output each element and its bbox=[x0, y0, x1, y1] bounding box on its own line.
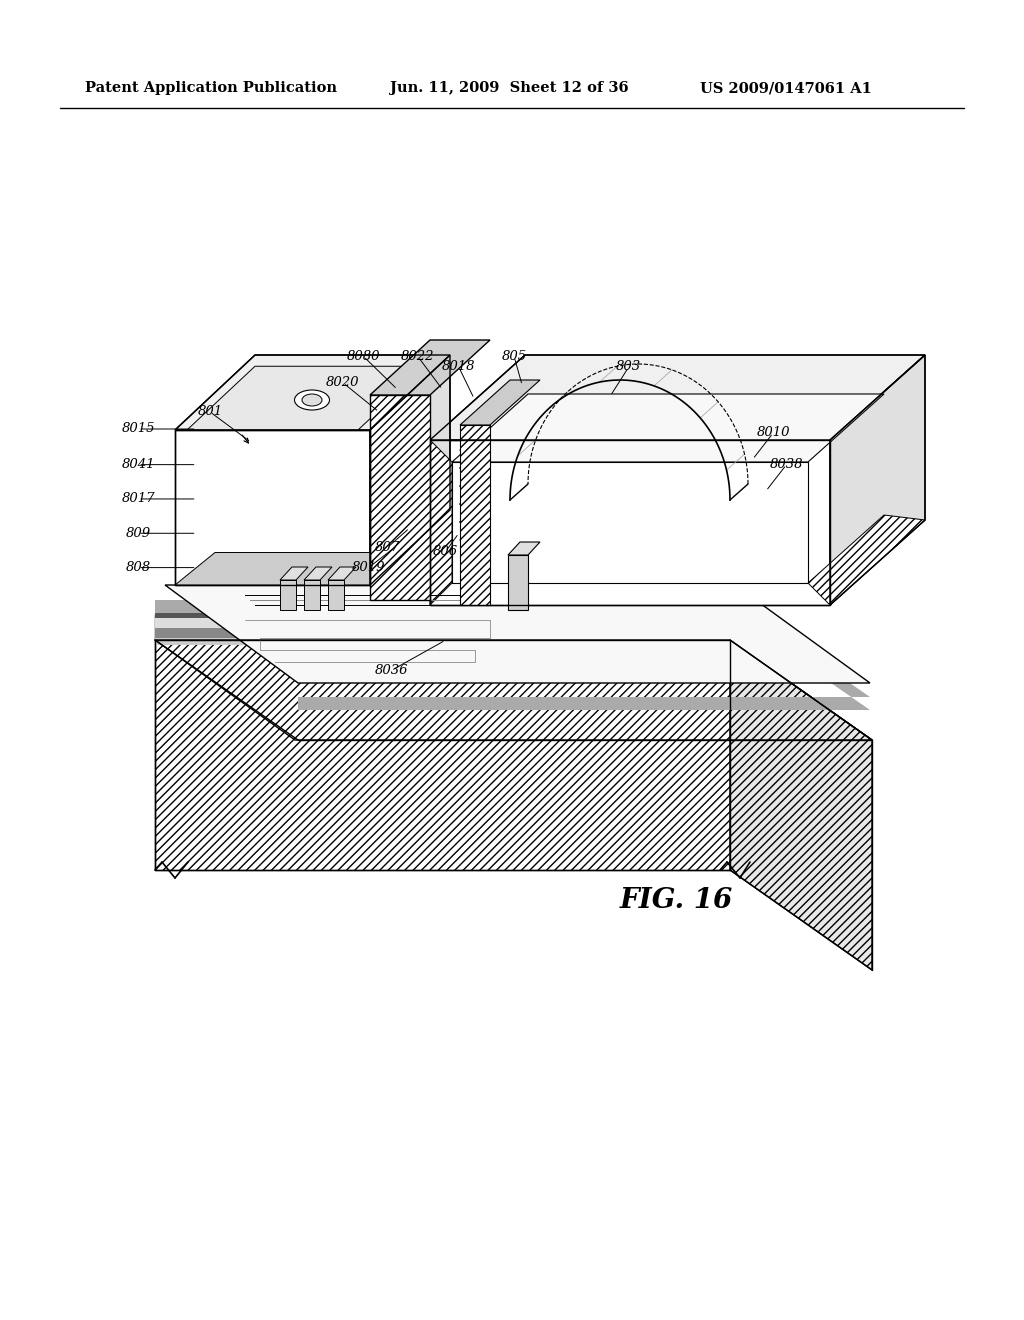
Polygon shape bbox=[508, 543, 540, 554]
Polygon shape bbox=[304, 568, 332, 579]
Polygon shape bbox=[430, 440, 830, 605]
Polygon shape bbox=[155, 640, 872, 741]
Text: 8080: 8080 bbox=[347, 350, 380, 363]
Polygon shape bbox=[175, 430, 370, 585]
Polygon shape bbox=[175, 553, 410, 585]
Polygon shape bbox=[155, 632, 730, 640]
Text: 805: 805 bbox=[502, 350, 526, 363]
Text: 8019: 8019 bbox=[352, 561, 385, 574]
Polygon shape bbox=[165, 612, 735, 624]
Text: Patent Application Publication: Patent Application Publication bbox=[85, 81, 337, 95]
Polygon shape bbox=[370, 355, 450, 585]
Polygon shape bbox=[155, 612, 730, 618]
Polygon shape bbox=[830, 355, 925, 605]
Polygon shape bbox=[328, 579, 344, 610]
Polygon shape bbox=[460, 380, 540, 425]
Text: 8041: 8041 bbox=[122, 458, 155, 471]
Polygon shape bbox=[304, 579, 319, 610]
Polygon shape bbox=[370, 341, 490, 395]
Polygon shape bbox=[430, 355, 925, 440]
Polygon shape bbox=[370, 395, 430, 601]
Polygon shape bbox=[175, 355, 450, 430]
Polygon shape bbox=[165, 585, 870, 682]
Ellipse shape bbox=[302, 393, 322, 407]
Text: 8036: 8036 bbox=[375, 664, 408, 677]
Text: 8020: 8020 bbox=[327, 376, 359, 389]
Polygon shape bbox=[155, 624, 730, 632]
Polygon shape bbox=[155, 640, 730, 870]
Polygon shape bbox=[430, 440, 452, 605]
Text: 809: 809 bbox=[126, 527, 151, 540]
Polygon shape bbox=[280, 579, 296, 610]
Polygon shape bbox=[155, 618, 730, 628]
Text: 801: 801 bbox=[198, 405, 222, 418]
Text: US 2009/0147061 A1: US 2009/0147061 A1 bbox=[700, 81, 871, 95]
Text: 806: 806 bbox=[433, 545, 458, 558]
Polygon shape bbox=[452, 393, 884, 462]
Text: 8010: 8010 bbox=[757, 426, 790, 440]
Text: 808: 808 bbox=[126, 561, 151, 574]
Polygon shape bbox=[508, 554, 528, 610]
Text: 8018: 8018 bbox=[442, 360, 475, 374]
Text: FIG. 16: FIG. 16 bbox=[620, 887, 733, 913]
Text: 8038: 8038 bbox=[770, 458, 803, 471]
Polygon shape bbox=[165, 624, 735, 635]
Polygon shape bbox=[187, 366, 426, 430]
Text: 803: 803 bbox=[616, 360, 641, 374]
Polygon shape bbox=[155, 612, 735, 640]
Polygon shape bbox=[328, 568, 356, 579]
Polygon shape bbox=[155, 615, 730, 624]
Text: Jun. 11, 2009  Sheet 12 of 36: Jun. 11, 2009 Sheet 12 of 36 bbox=[390, 81, 629, 95]
Text: 8022: 8022 bbox=[401, 350, 434, 363]
Polygon shape bbox=[280, 568, 308, 579]
Polygon shape bbox=[730, 640, 872, 970]
Text: 807: 807 bbox=[375, 541, 399, 554]
Polygon shape bbox=[155, 638, 730, 645]
Text: 8017: 8017 bbox=[122, 492, 155, 506]
Polygon shape bbox=[452, 462, 808, 583]
Ellipse shape bbox=[295, 389, 330, 411]
Polygon shape bbox=[155, 601, 870, 710]
Polygon shape bbox=[460, 425, 490, 605]
Polygon shape bbox=[808, 515, 925, 605]
Polygon shape bbox=[155, 628, 730, 638]
Text: 8015: 8015 bbox=[122, 422, 155, 436]
